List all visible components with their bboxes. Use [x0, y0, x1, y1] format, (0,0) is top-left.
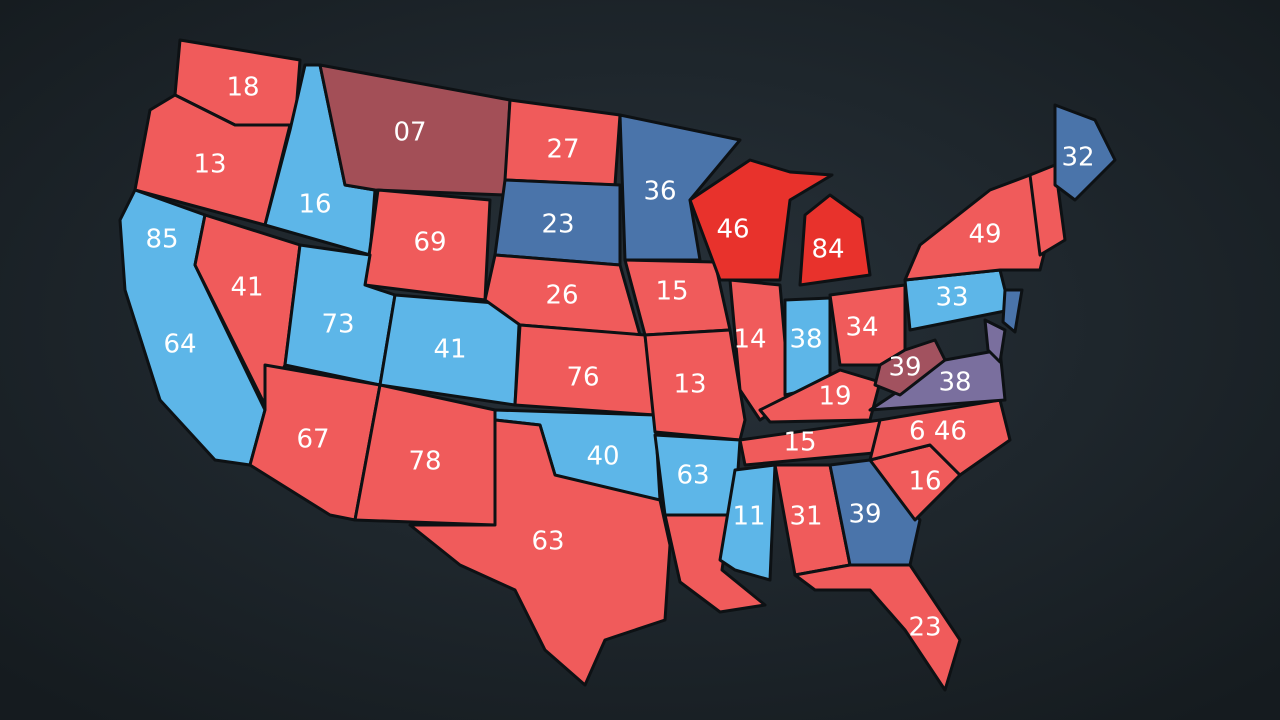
state-label: 41 [433, 335, 466, 365]
state [983, 318, 1007, 364]
state-label: 46 [716, 215, 749, 245]
state-label: 07 [393, 118, 426, 148]
state-label: 76 [566, 363, 599, 393]
state-label: 41 [230, 273, 263, 303]
state [758, 368, 882, 424]
state-label: 15 [783, 428, 816, 458]
state-label: 16 [298, 190, 331, 220]
state [793, 563, 962, 692]
state-label: 14 [733, 325, 766, 355]
state [798, 193, 872, 287]
state [408, 418, 672, 687]
state-label: 27 [546, 135, 579, 165]
state-labels: 18 13 85 64 41 16 07 69 73 41 67 78 27 2… [145, 73, 1094, 643]
state-label: 6 46 [909, 417, 967, 447]
state [873, 338, 947, 397]
state-label: 23 [908, 613, 941, 643]
state-label: 49 [968, 220, 1001, 250]
state-label: 32 [1061, 143, 1094, 173]
state-label: 38 [789, 325, 822, 355]
state-label: 67 [296, 425, 329, 455]
state-label: 73 [321, 310, 354, 340]
state-label: 33 [935, 283, 968, 313]
state-label: 26 [545, 281, 578, 311]
state [1053, 103, 1117, 202]
state-label: 23 [541, 210, 574, 240]
state [828, 458, 922, 567]
state-label: 84 [811, 235, 844, 265]
states [118, 38, 1117, 692]
state-label: 78 [408, 447, 441, 477]
state-label: 13 [673, 370, 706, 400]
state-label: 36 [643, 177, 676, 207]
state-label: 63 [531, 527, 564, 557]
state-label: 31 [789, 502, 822, 532]
state-label: 85 [145, 225, 178, 255]
state-label: 13 [193, 150, 226, 180]
state [643, 328, 747, 442]
state [1001, 288, 1024, 334]
state-label: 39 [888, 353, 921, 383]
state-label: 19 [818, 382, 851, 412]
state-label: 18 [226, 73, 259, 103]
state-label: 15 [655, 277, 688, 307]
state-label: 40 [586, 442, 619, 472]
state [618, 113, 742, 262]
state-label: 34 [845, 313, 878, 343]
state [718, 463, 777, 582]
state [318, 63, 512, 197]
state-label: 69 [413, 228, 446, 258]
state-label: 11 [732, 502, 765, 532]
state-label: 16 [908, 467, 941, 497]
state-label: 64 [163, 330, 196, 360]
state-label: 39 [848, 500, 881, 530]
state-label: 63 [676, 461, 709, 491]
state-label: 38 [938, 368, 971, 398]
